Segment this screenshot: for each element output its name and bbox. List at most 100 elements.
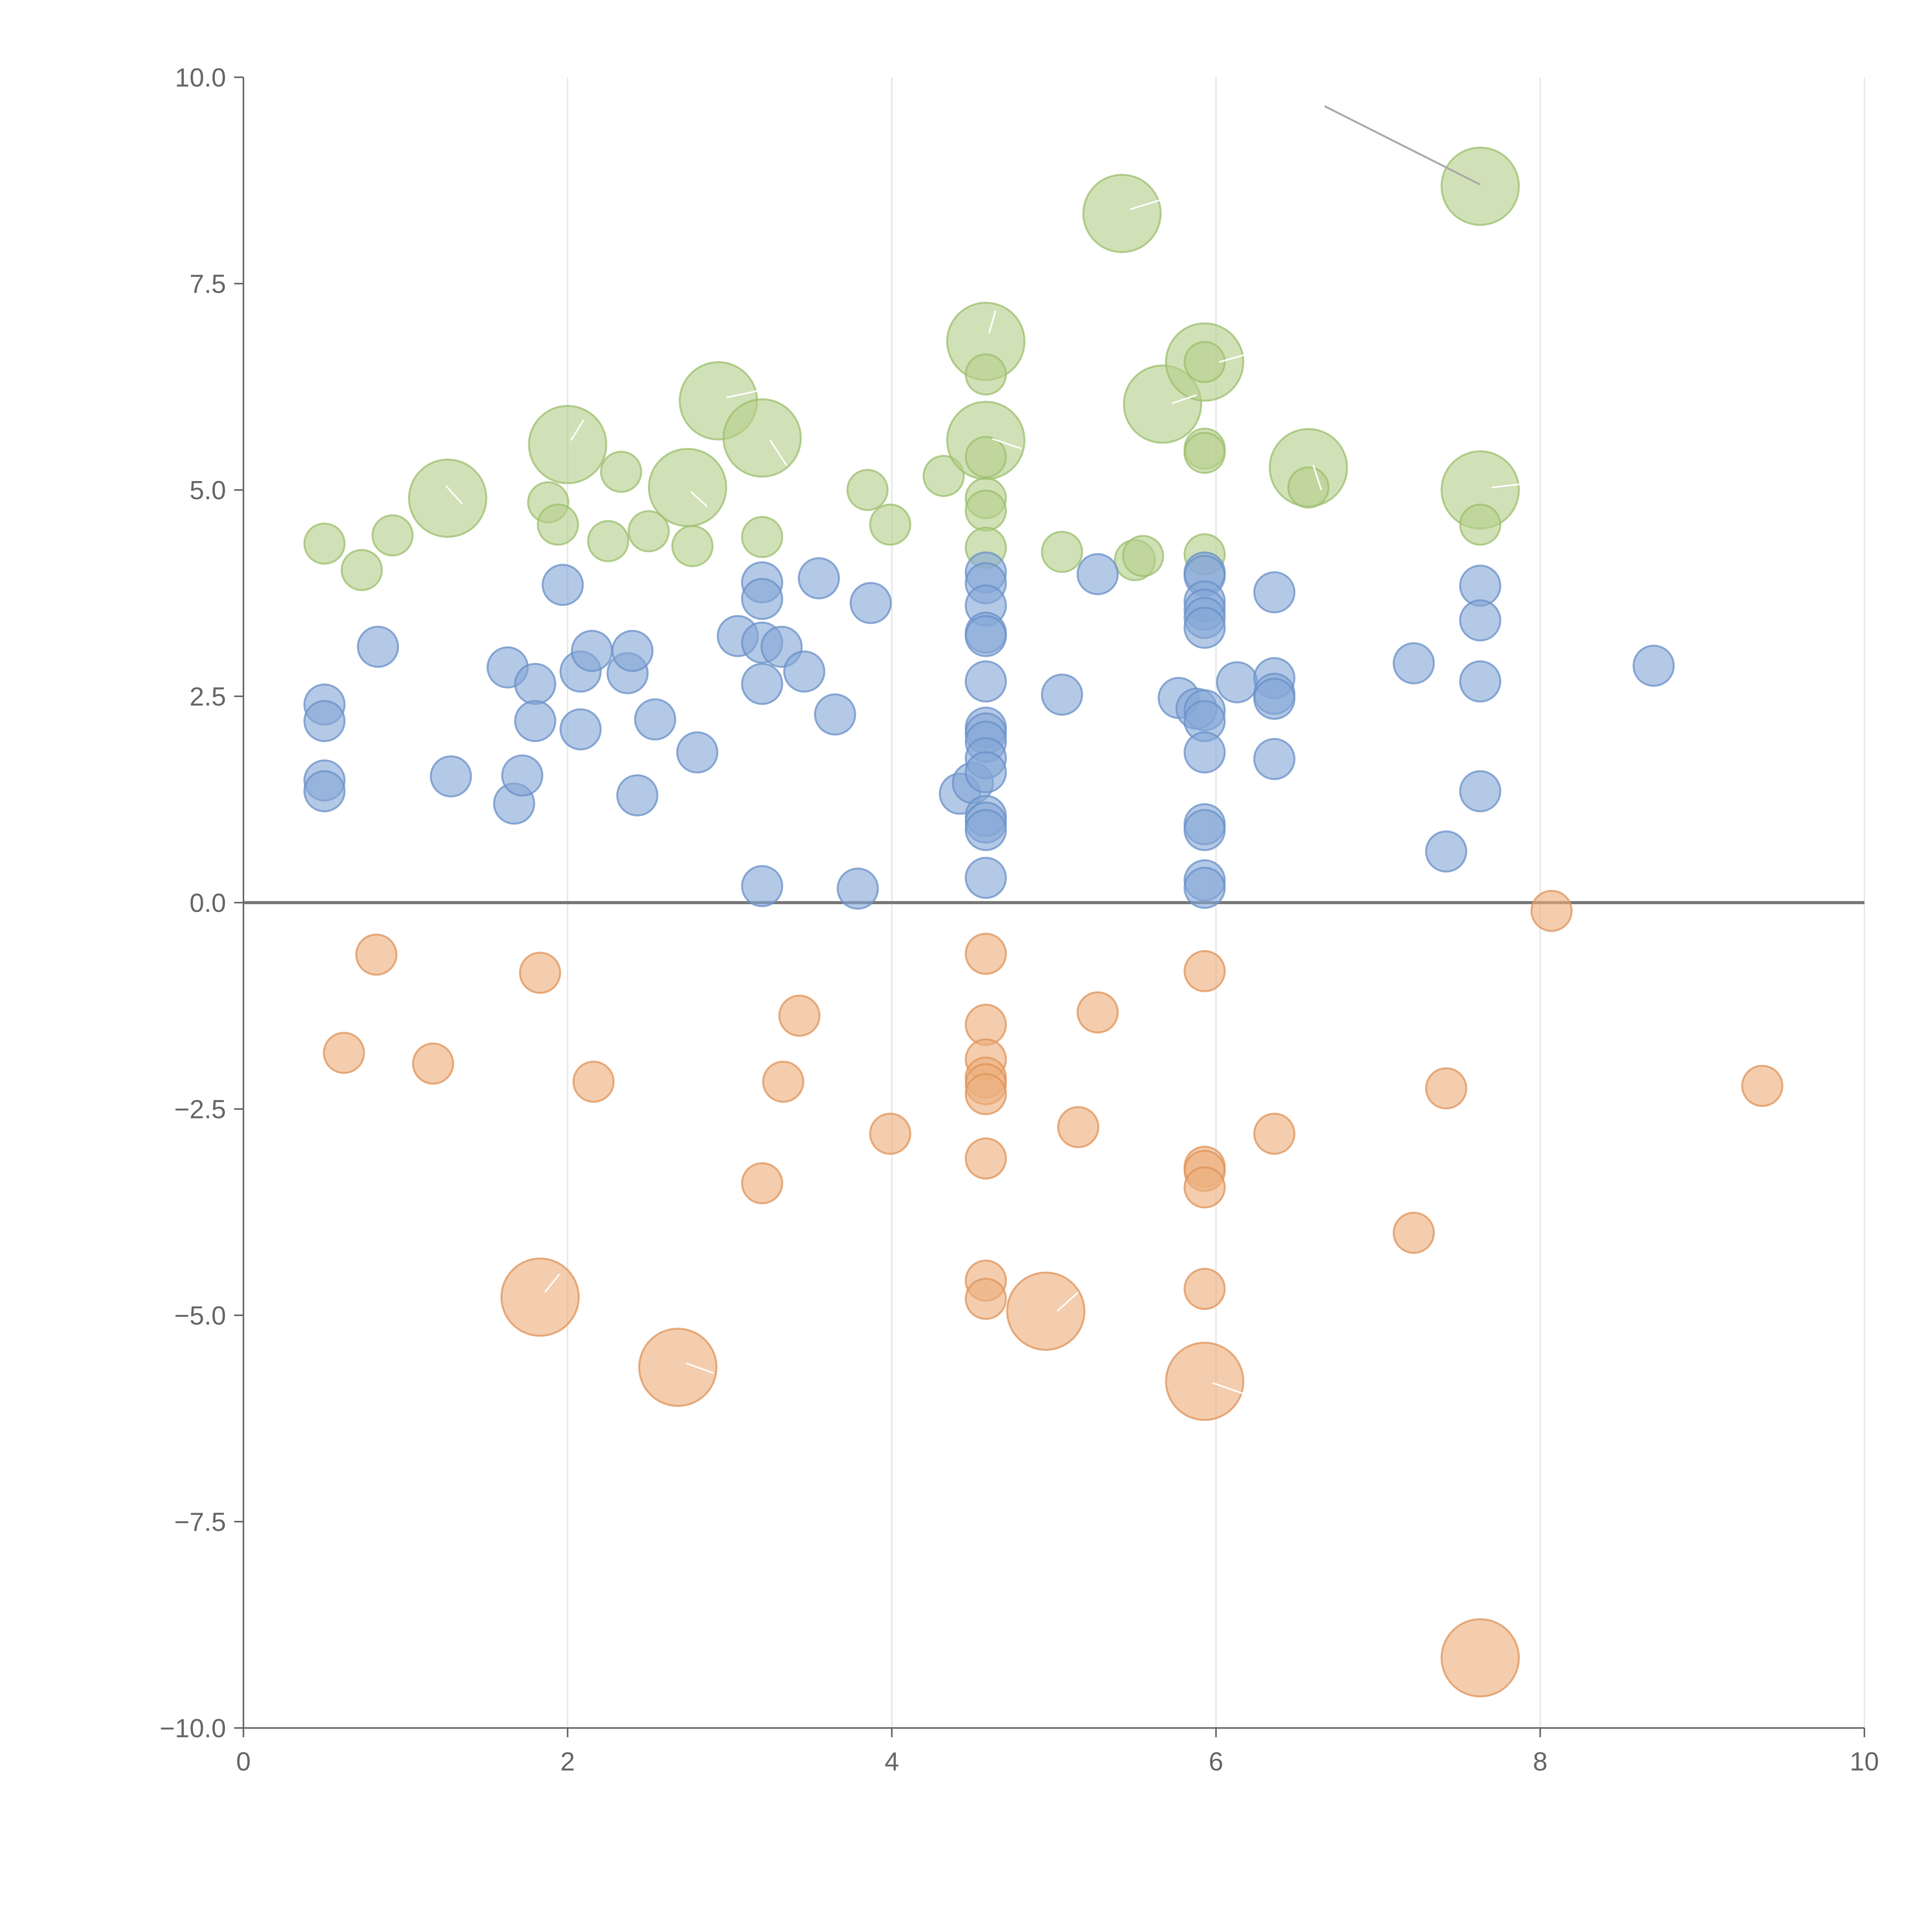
x-tick-label-3: 6 xyxy=(1209,1747,1223,1776)
bubble-orange-6 xyxy=(638,1328,718,1407)
series-green xyxy=(303,146,1520,591)
bubble-green-33 xyxy=(1184,432,1226,474)
bubble-green-6 xyxy=(528,405,607,485)
leader-line-8 xyxy=(992,438,1022,450)
y-tick-label-6: 5.0 xyxy=(189,476,226,505)
bubble-blue-78 xyxy=(1633,645,1675,687)
leader-line-10 xyxy=(690,491,708,507)
bubble-blue-4 xyxy=(357,626,399,668)
bubble-orange-26 xyxy=(1184,1166,1226,1209)
bubble-green-3 xyxy=(408,458,488,538)
bubble-blue-67 xyxy=(1253,571,1296,614)
bubble-green-15 xyxy=(846,469,889,511)
bubble-orange-8 xyxy=(762,1061,804,1103)
bubble-blue-75 xyxy=(1459,599,1502,641)
bubble-layer xyxy=(303,146,1784,1697)
leader-line-5 xyxy=(726,390,758,398)
bubble-blue-24 xyxy=(741,663,783,705)
bubble-orange-28 xyxy=(1165,1342,1245,1421)
leader-line-15 xyxy=(1056,1291,1079,1312)
leader-line-16 xyxy=(1212,1382,1244,1395)
bubble-green-23 xyxy=(964,489,1007,532)
bubble-green-17 xyxy=(922,455,965,497)
bubble-blue-19 xyxy=(676,731,719,774)
bubble-blue-49 xyxy=(1041,673,1083,716)
bubble-orange-29 xyxy=(1253,1112,1296,1155)
bubble-orange-1 xyxy=(355,934,398,976)
bubble-blue-61 xyxy=(1184,731,1226,774)
bubble-orange-31 xyxy=(1425,1067,1468,1110)
bubble-orange-27 xyxy=(1184,1268,1226,1310)
bubble-orange-19 xyxy=(964,1277,1007,1320)
bubble-blue-28 xyxy=(798,557,840,600)
bubble-orange-21 xyxy=(1057,1106,1099,1148)
bubble-orange-11 xyxy=(964,932,1007,975)
bubble-blue-71 xyxy=(1253,738,1296,780)
bubble-blue-18 xyxy=(634,698,677,741)
y-tick-label-0: −10.0 xyxy=(160,1714,226,1743)
bubble-green-39 xyxy=(1459,503,1502,546)
bubble-green-5 xyxy=(537,503,579,546)
bubble-blue-14 xyxy=(571,630,613,672)
x-tick-label-5: 10 xyxy=(1850,1747,1879,1776)
leader-line-2 xyxy=(988,310,997,333)
bubble-blue-48 xyxy=(964,857,1007,899)
bubble-blue-1 xyxy=(303,700,346,742)
bubble-blue-27 xyxy=(783,650,825,693)
leader-line-4 xyxy=(1172,394,1197,404)
bubble-blue-10 xyxy=(514,700,556,742)
bubble-green-7 xyxy=(587,520,629,562)
bubble-green-14 xyxy=(722,398,802,478)
leader-line-0 xyxy=(1324,105,1481,185)
bubble-green-0 xyxy=(303,522,346,565)
leader-line-9 xyxy=(445,485,463,505)
y-tick-label-2: −5.0 xyxy=(174,1301,226,1330)
leader-line-13 xyxy=(544,1273,560,1293)
x-tick-label-1: 2 xyxy=(560,1747,575,1776)
bubble-green-19 xyxy=(964,353,1007,396)
x-tick-label-4: 8 xyxy=(1533,1747,1548,1776)
bubble-orange-17 xyxy=(964,1137,1007,1180)
bubble-orange-20 xyxy=(1006,1271,1086,1351)
y-tick-label-7: 7.5 xyxy=(189,269,226,299)
bubble-blue-38 xyxy=(964,615,1007,657)
bubble-orange-9 xyxy=(778,995,821,1037)
bubble-blue-9 xyxy=(514,663,556,705)
x-tick-label-0: 0 xyxy=(236,1747,251,1776)
leader-line-12 xyxy=(1491,483,1521,488)
bubble-blue-31 xyxy=(849,582,892,624)
y-tick-label-8: 10.0 xyxy=(175,63,226,92)
bubble-green-16 xyxy=(869,503,912,546)
leader-line-11 xyxy=(1312,465,1322,490)
bubble-orange-3 xyxy=(519,952,561,994)
bubble-green-11 xyxy=(671,525,714,567)
x-tick-label-2: 4 xyxy=(884,1747,899,1776)
annotation-leader-lines xyxy=(445,105,1521,1395)
bubble-orange-5 xyxy=(572,1061,615,1103)
bubble-blue-50 xyxy=(1077,553,1119,595)
bubble-orange-10 xyxy=(869,1112,912,1155)
bubble-blue-63 xyxy=(1184,809,1226,851)
bubble-blue-11 xyxy=(541,564,584,606)
bubble-blue-65 xyxy=(1184,867,1226,909)
bubble-blue-70 xyxy=(1253,677,1296,720)
bubble-orange-23 xyxy=(1184,950,1226,992)
bubble-blue-77 xyxy=(1459,770,1502,813)
leader-line-6 xyxy=(570,419,585,441)
bubble-green-1 xyxy=(340,549,383,591)
bubble-green-10 xyxy=(648,448,727,527)
bubble-blue-47 xyxy=(964,809,1007,851)
bubble-green-9 xyxy=(628,510,670,553)
bubble-blue-16 xyxy=(611,630,654,672)
y-tick-label-1: −7.5 xyxy=(174,1507,226,1537)
bubble-blue-3 xyxy=(303,770,346,813)
bubble-blue-29 xyxy=(814,693,856,736)
bubble-orange-4 xyxy=(500,1257,580,1337)
bubble-blue-30 xyxy=(837,867,879,910)
leader-line-1 xyxy=(1130,199,1163,210)
bubble-orange-2 xyxy=(412,1043,454,1085)
bubble-blue-72 xyxy=(1393,642,1435,685)
bubble-blue-58 xyxy=(1184,607,1226,649)
y-tick-label-3: −2.5 xyxy=(174,1095,226,1124)
